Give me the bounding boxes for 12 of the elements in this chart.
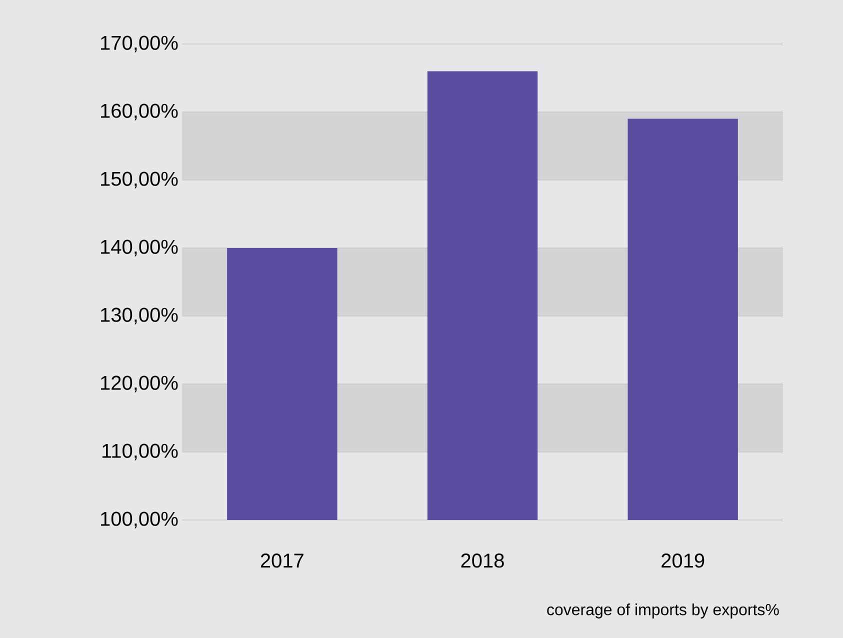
x-tick-label: 2019: [662, 554, 704, 568]
x-tick-label: 2018: [461, 554, 504, 568]
y-tick-label: 170,00%: [101, 36, 178, 52]
y-tick-label: 130,00%: [101, 308, 178, 324]
y-tick-label: 150,00%: [101, 172, 178, 188]
y-tick-label: 100,00%: [101, 512, 178, 528]
x-axis-title: coverage of imports by exports%: [547, 604, 779, 618]
y-tick-label: 120,00%: [101, 376, 178, 392]
y-tick-label: 110,00%: [102, 444, 178, 460]
x-tick-label: 2017: [260, 554, 304, 568]
y-tick-label: 160,00%: [101, 104, 178, 120]
y-tick-label: 140,00%: [101, 240, 178, 256]
